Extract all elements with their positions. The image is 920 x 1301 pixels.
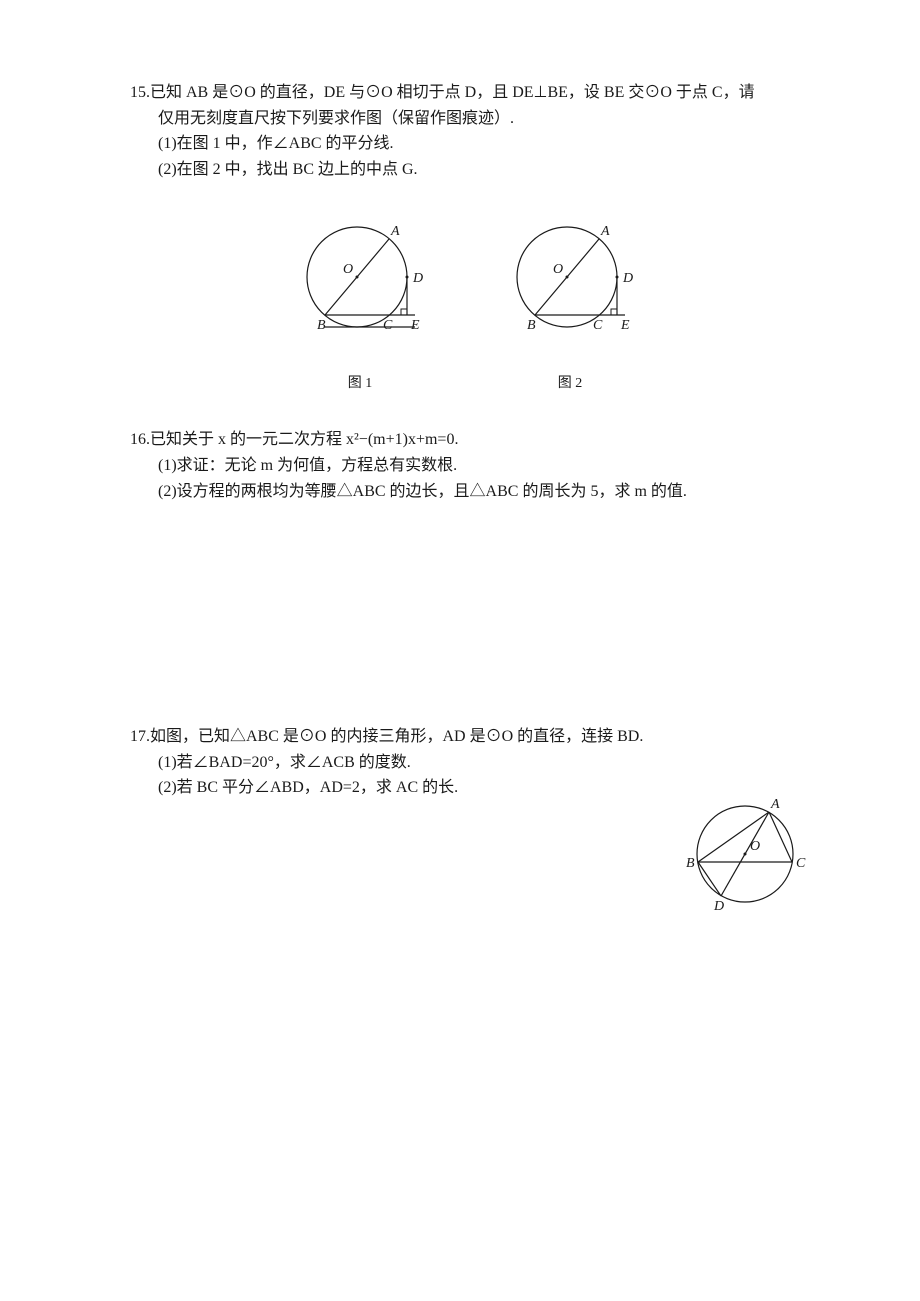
label-d-2: D bbox=[622, 271, 633, 286]
problem-16-sub1: (1)求证：无论 m 为何值，方程总有实数根. bbox=[130, 453, 800, 479]
figure-2-svg: A O D B C E bbox=[485, 207, 655, 362]
label-d-1: D bbox=[412, 271, 423, 286]
problem-17-num: 17. bbox=[130, 728, 150, 745]
label-o-1: O bbox=[343, 262, 353, 277]
label-a-2: A bbox=[600, 224, 610, 239]
figure-2-container: A O D B C E 图 2 bbox=[485, 207, 655, 392]
line-bd-17 bbox=[698, 862, 721, 896]
center-o-dot-2 bbox=[566, 276, 569, 279]
problem-15-line1: 已知 AB 是⊙O 的直径，DE 与⊙O 相切于点 D，且 DE⊥BE，设 BE… bbox=[150, 84, 755, 101]
right-angle-mark-2 bbox=[611, 309, 617, 315]
label-d-17: D bbox=[713, 899, 724, 914]
problem-16-stem-row: 16.已知关于 x 的一元二次方程 x²−(m+1)x+m=0. bbox=[130, 427, 800, 453]
figure-2-label: 图 2 bbox=[485, 372, 655, 392]
problem-17-row: 17.如图，已知△ABC 是⊙O 的内接三角形，AD 是⊙O 的直径，连接 BD… bbox=[130, 724, 800, 939]
label-c-17: C bbox=[796, 856, 806, 871]
problem-15-figures: A O D B C E 图 1 bbox=[130, 207, 800, 392]
problem-17-text: 17.如图，已知△ABC 是⊙O 的内接三角形，AD 是⊙O 的直径，连接 BD… bbox=[130, 724, 670, 801]
problem-15-sub2: (2)在图 2 中，找出 BC 边上的中点 G. bbox=[130, 157, 800, 183]
label-b-1: B bbox=[317, 318, 326, 333]
label-o-2: O bbox=[553, 262, 563, 277]
problem-16-sub2: (2)设方程的两根均为等腰△ABC 的边长，且△ABC 的周长为 5，求 m 的… bbox=[130, 479, 800, 505]
problem-15-stem: 15.已知 AB 是⊙O 的直径，DE 与⊙O 相切于点 D，且 DE⊥BE，设… bbox=[130, 80, 800, 106]
line-ac-17 bbox=[769, 812, 792, 862]
problem-15: 15.已知 AB 是⊙O 的直径，DE 与⊙O 相切于点 D，且 DE⊥BE，设… bbox=[130, 80, 800, 392]
figure-1-container: A O D B C E 图 1 bbox=[275, 207, 445, 392]
problem-17-stem-row: 17.如图，已知△ABC 是⊙O 的内接三角形，AD 是⊙O 的直径，连接 BD… bbox=[130, 724, 670, 750]
label-e-2: E bbox=[620, 318, 630, 333]
center-o-dot-17 bbox=[744, 853, 747, 856]
problem-16: 16.已知关于 x 的一元二次方程 x²−(m+1)x+m=0. (1)求证：无… bbox=[130, 427, 800, 504]
problem-17: 17.如图，已知△ABC 是⊙O 的内接三角形，AD 是⊙O 的直径，连接 BD… bbox=[130, 724, 800, 939]
label-a-17: A bbox=[770, 797, 780, 812]
line-ab-17 bbox=[698, 812, 769, 862]
point-d-dot-2 bbox=[616, 276, 619, 279]
label-b-2: B bbox=[527, 318, 536, 333]
page-content: 15.已知 AB 是⊙O 的直径，DE 与⊙O 相切于点 D，且 DE⊥BE，设… bbox=[0, 0, 920, 939]
problem-15-line2: 仅用无刻度直尺按下列要求作图（保留作图痕迹）. bbox=[130, 106, 800, 132]
point-d-dot-1 bbox=[406, 276, 409, 279]
problem-17-figure: A O B C D bbox=[670, 784, 820, 939]
center-o-dot-1 bbox=[356, 276, 359, 279]
label-b-17: B bbox=[686, 856, 695, 871]
problem-17-sub2: (2)若 BC 平分∠ABD，AD=2，求 AC 的长. bbox=[130, 775, 670, 801]
problem-16-num: 16. bbox=[130, 431, 150, 448]
label-c-2: C bbox=[593, 318, 603, 333]
label-o-17: O bbox=[750, 839, 760, 854]
problem-17-stem: 如图，已知△ABC 是⊙O 的内接三角形，AD 是⊙O 的直径，连接 BD. bbox=[150, 728, 643, 745]
label-c-1: C bbox=[383, 318, 393, 333]
figure-17-svg: A O B C D bbox=[670, 784, 820, 934]
figure-1-svg: A O D B C E bbox=[275, 207, 445, 362]
right-angle-mark-1 bbox=[401, 309, 407, 315]
problem-15-num: 15. bbox=[130, 84, 150, 101]
figure-1-label: 图 1 bbox=[275, 372, 445, 392]
label-e-1: E bbox=[410, 318, 420, 333]
problem-16-stem: 已知关于 x 的一元二次方程 x²−(m+1)x+m=0. bbox=[150, 431, 458, 448]
problem-17-sub1: (1)若∠BAD=20°，求∠ACB 的度数. bbox=[130, 750, 670, 776]
problem-15-sub1: (1)在图 1 中，作∠ABC 的平分线. bbox=[130, 131, 800, 157]
label-a-1: A bbox=[390, 224, 400, 239]
